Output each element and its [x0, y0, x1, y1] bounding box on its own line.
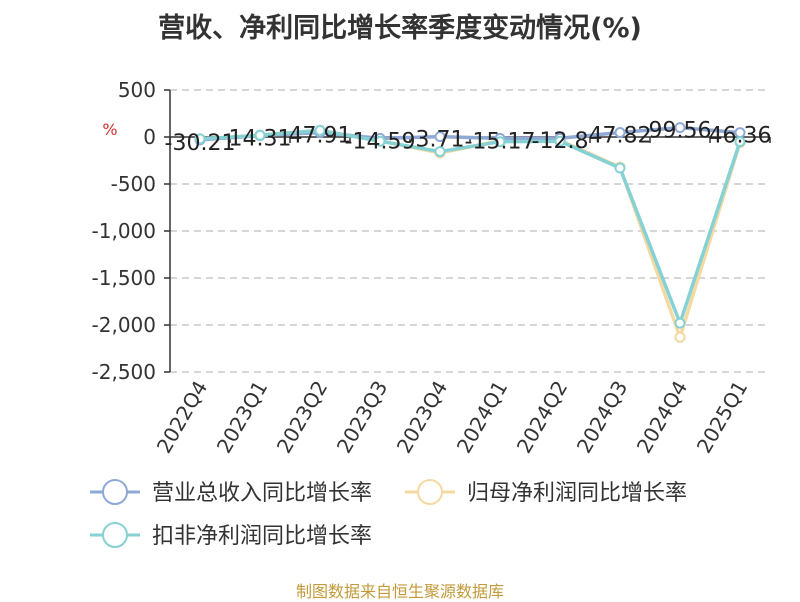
x-tick-label: 2024Q1 [452, 377, 512, 458]
series-line [199, 128, 742, 325]
source-note: 制图数据来自恒生聚源数据库 [295, 582, 504, 601]
y-tick-label: -2,000 [92, 313, 156, 337]
data-point [554, 135, 566, 147]
data-point [194, 133, 206, 145]
y-tick-label: -500 [111, 172, 156, 196]
legend-marker [102, 522, 128, 548]
data-point [614, 127, 626, 139]
x-tick-label: 2023Q2 [272, 377, 332, 458]
series-lines [194, 122, 746, 343]
data-point [674, 122, 686, 134]
data-label: 99.56 [649, 119, 712, 144]
data-point [434, 131, 446, 143]
x-tick-label: 2023Q3 [332, 377, 392, 458]
data-point [674, 317, 686, 329]
legend-marker [417, 479, 443, 505]
data-point [614, 162, 626, 174]
x-tick-label: 2024Q3 [572, 377, 632, 458]
legend-label: 归母净利润同比增长率 [467, 481, 687, 506]
data-label: -15.17 [465, 129, 536, 154]
data-point [434, 146, 446, 158]
y-tick-label: 500 [118, 78, 156, 102]
legend-label: 营业总收入同比增长率 [152, 481, 372, 506]
data-point [734, 136, 746, 148]
legend-label: 扣非净利润同比增长率 [152, 524, 372, 549]
y-tick-label: -1,000 [92, 219, 156, 243]
data-point [374, 135, 386, 147]
data-label: -30.21 [165, 131, 236, 156]
x-tick-label: 2024Q4 [632, 377, 692, 458]
data-point [674, 331, 686, 343]
y-axis-label: % [102, 120, 117, 139]
x-tick-label: 2022Q4 [152, 377, 212, 458]
data-point [314, 124, 326, 136]
data-point [494, 136, 506, 148]
data-label: 47.82 [589, 124, 652, 149]
data-label: -12.8 [532, 129, 589, 154]
y-tick-label: -2,500 [92, 360, 156, 384]
series-line [199, 128, 742, 339]
legend-marker [102, 479, 128, 505]
data-label: -14.59 [345, 129, 416, 154]
y-tick-label: 0 [143, 125, 156, 149]
data-label: 3.71 [416, 128, 465, 153]
gridlines [170, 89, 770, 373]
data-label: 14.31 [229, 127, 292, 152]
x-tick-label: 2025Q1 [692, 377, 752, 458]
data-label: 47.91 [289, 123, 352, 148]
x-tick-label: 2023Q1 [212, 377, 272, 458]
data-point [254, 129, 266, 141]
data-label: 46.36 [709, 124, 772, 149]
x-tick-label: 2024Q2 [512, 377, 572, 458]
x-tick-label: 2023Q4 [392, 377, 452, 458]
y-tick-label: -1,500 [92, 266, 156, 290]
chart-title: 营收、净利同比增长率季度变动情况(%) [158, 13, 642, 44]
